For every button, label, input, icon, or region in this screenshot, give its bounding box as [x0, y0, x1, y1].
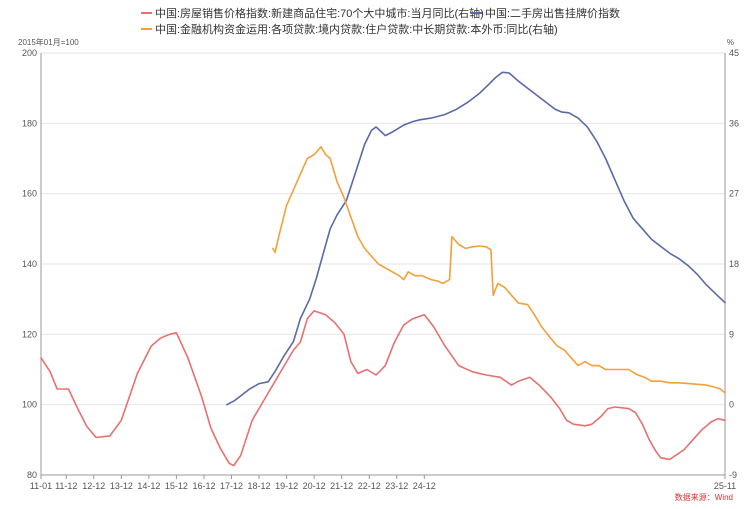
- x-tick-label: 21-12: [330, 481, 353, 491]
- x-tick-label: 12-12: [82, 481, 105, 491]
- left-tick-label: 160: [22, 189, 37, 199]
- x-tick-label: 18-12: [248, 481, 271, 491]
- right-axis-unit: %: [727, 38, 734, 47]
- legend-label-second-hand: 中国:二手房出售挂牌价指数: [485, 6, 620, 20]
- legend-label-new-home: 中国:房屋销售价格指数:新建商品住宅:70个大中城市:当月同比(右轴): [155, 6, 484, 20]
- legend: 中国:房屋销售价格指数:新建商品住宅:70个大中城市:当月同比(右轴) 中国:二…: [141, 6, 620, 36]
- x-tick-label: 24-12: [413, 481, 436, 491]
- right-tick-label: 36: [729, 118, 739, 128]
- left-tick-label: 140: [22, 259, 37, 269]
- left-tick-label: 180: [22, 118, 37, 128]
- right-tick-label: 9: [729, 329, 734, 339]
- right-tick-label: 0: [729, 400, 734, 410]
- series-line-loan: [271, 146, 726, 394]
- series: [40, 71, 726, 467]
- series-line-second-hand: [226, 71, 726, 406]
- right-tick-label: 27: [729, 189, 739, 199]
- x-tick-label: 13-12: [110, 481, 133, 491]
- left-axis-unit: 2015年01月=100: [18, 37, 79, 47]
- x-tick-label: 22-12: [358, 481, 381, 491]
- axes: [40, 53, 726, 476]
- left-axis-ticks: 80 100 120 140 160 180 200: [22, 48, 37, 480]
- x-tick-label: 25-11: [714, 481, 736, 491]
- x-tick-label: 14-12: [137, 481, 160, 491]
- data-source: 数据来源：Wind: [675, 492, 733, 502]
- x-tick-label: 19-12: [275, 481, 298, 491]
- x-axis-ticks: 11-01 11-12 12-12 13-12 14-12 15-12 16-12 17-12…: [30, 475, 736, 491]
- right-tick-label: 45: [729, 48, 739, 58]
- left-tick-label: 200: [22, 48, 37, 58]
- x-tick-label: 23-12: [385, 481, 408, 491]
- x-tick-label: 15-12: [165, 481, 188, 491]
- x-tick-label: 20-12: [303, 481, 326, 491]
- grid: [41, 52, 725, 476]
- left-tick-label: 80: [27, 470, 37, 480]
- x-tick-label: 16-12: [192, 481, 215, 491]
- right-tick-label: 18: [729, 259, 739, 269]
- x-tick-label: 11-12: [55, 481, 77, 491]
- left-tick-label: 100: [22, 400, 37, 410]
- right-tick-label: -9: [729, 470, 737, 480]
- left-tick-label: 120: [22, 329, 37, 339]
- legend-label-loan: 中国:金融机构资金运用:各项贷款:境内贷款:住户贷款:中长期贷款:本外币:同比(…: [155, 22, 558, 36]
- x-tick-label: 11-01: [30, 481, 52, 491]
- x-tick-label: 17-12: [220, 481, 243, 491]
- series-line-new-home: [40, 310, 726, 467]
- right-axis-ticks: -9 0 9 18 27 36 45: [729, 48, 739, 480]
